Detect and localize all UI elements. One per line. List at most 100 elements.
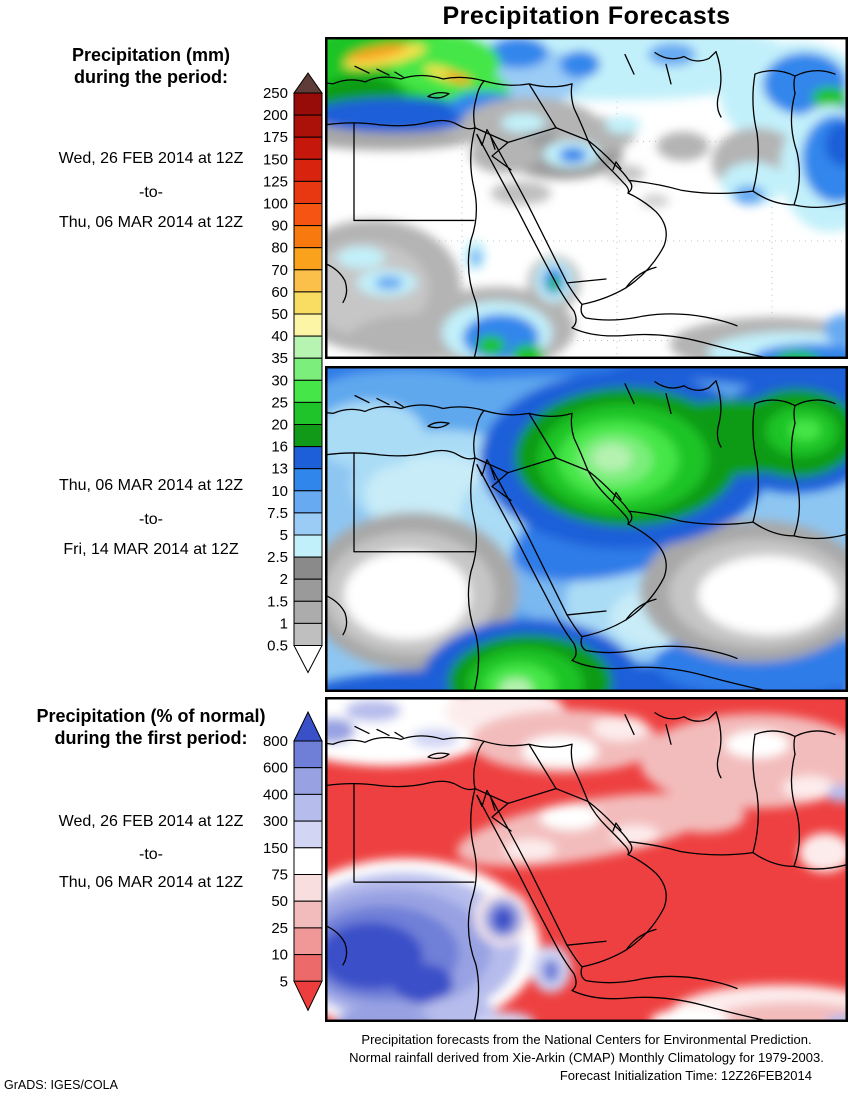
colorbar-cell <box>293 269 323 293</box>
colorbar-cell <box>293 927 323 956</box>
colorbar-tick-label: 5 <box>280 973 288 990</box>
colorbar-tick-label: 60 <box>271 284 288 301</box>
panel2-date-start: Thu, 06 MAR 2014 at 12Z <box>58 477 244 494</box>
colorbar-tick-label: 16 <box>271 439 288 456</box>
colorbar-cell <box>293 512 323 536</box>
colorbar-cell <box>293 357 323 381</box>
colorbar-cell <box>293 247 323 271</box>
colorbar-tick-label: 300 <box>263 813 288 830</box>
colorbar-arrow-down <box>293 980 323 1012</box>
colorbar-cell <box>293 767 323 795</box>
colorbar-cell <box>293 424 323 448</box>
colorbar-tick-label: 600 <box>263 760 288 777</box>
colorbar-tick-label: 800 <box>263 733 288 750</box>
colorbar-tick-label: 13 <box>271 461 288 478</box>
map2-frame <box>325 366 848 692</box>
colorbar-arrow-up <box>293 710 323 742</box>
panel3-date-end: Thu, 06 MAR 2014 at 12Z <box>58 874 244 891</box>
page-title: Precipitation Forecasts <box>442 2 731 30</box>
colorbar-cell <box>293 136 323 160</box>
panel1-date-end: Thu, 06 MAR 2014 at 12Z <box>58 214 244 231</box>
colorbar-tick-label: 10 <box>271 947 288 964</box>
panel1-heading: Precipitation (mm) during the period: <box>5 44 297 88</box>
colorbar-cell <box>293 114 323 138</box>
colorbar-cell <box>293 291 323 315</box>
colorbar-cell <box>293 379 323 403</box>
map-panel-3 <box>325 697 848 1022</box>
footer-line3: Forecast Initialization Time: 12Z26FEB20… <box>559 1068 812 1083</box>
colorbar-tick-label: 35 <box>271 350 288 367</box>
panel2-date-end: Fri, 14 MAR 2014 at 12Z <box>63 541 239 558</box>
colorbar-cell <box>293 225 323 249</box>
colorbar-tick-label: 30 <box>271 372 288 389</box>
colorbar-tick-label: 90 <box>271 218 288 235</box>
colorbar-cell <box>293 847 323 876</box>
panel3-date-separator: -to- <box>139 846 163 863</box>
colorbar-tick-label: 175 <box>263 129 288 146</box>
colorbar-cell <box>293 600 323 624</box>
colorbar-mm: 2502001751501251009080706050403530252016… <box>263 72 323 674</box>
colorbar-tick-label: 40 <box>271 328 288 345</box>
colorbar-cell <box>293 622 323 647</box>
colorbar-tick-label: 5 <box>280 527 288 544</box>
map2-precip-shading <box>325 366 848 692</box>
colorbar-cell <box>293 954 323 982</box>
colorbar-tick-label: 150 <box>263 151 288 168</box>
colorbar-tick-label: 7.5 <box>267 505 288 522</box>
panel1-date-separator: -to- <box>139 184 163 201</box>
colorbar-tick-label: 125 <box>263 173 288 190</box>
colorbar-percent: 800 600 400 300 150 75 50 25 10 5 <box>263 710 323 1012</box>
colorbar-cell <box>293 578 323 602</box>
colorbar-cell <box>293 874 323 902</box>
colorbar-tick-label: 80 <box>271 240 288 257</box>
colorbar-tick-label: 400 <box>263 786 288 803</box>
colorbar-tick-label: 150 <box>263 840 288 857</box>
colorbar-tick-label: 50 <box>271 306 288 323</box>
colorbar-cell <box>293 92 323 116</box>
map1-precip-shading <box>325 37 848 359</box>
colorbar-cell <box>293 556 323 580</box>
colorbar-cell <box>293 180 323 205</box>
colorbar-tick-label: 75 <box>271 867 288 884</box>
colorbar-cell <box>293 335 323 359</box>
colorbar-tick-label: 100 <box>263 196 288 213</box>
panel2-date-separator: -to- <box>139 511 163 528</box>
colorbar-cell <box>293 468 323 492</box>
colorbar-cell <box>293 158 323 182</box>
colorbar-cell <box>293 793 323 822</box>
colorbar-cell <box>293 203 323 227</box>
colorbar-cell <box>293 490 323 514</box>
colorbar-tick-label: 1.5 <box>267 593 288 610</box>
colorbar-cell <box>293 740 323 769</box>
colorbar-tick-label: 70 <box>271 262 288 279</box>
colorbar-cell <box>293 534 323 558</box>
colorbar-cell <box>293 820 323 849</box>
panel1-heading-line1: Precipitation (mm) <box>71 45 231 65</box>
colorbar-cell <box>293 446 323 470</box>
colorbar-cell <box>293 401 323 425</box>
colorbar-tick-label: 200 <box>263 107 288 124</box>
map-panel-2 <box>325 366 848 692</box>
colorbar-arrow-up <box>293 72 323 94</box>
colorbar-cell <box>293 900 323 929</box>
map3-anomaly-shading <box>325 697 848 1022</box>
colorbar-tick-label: 0.5 <box>267 638 288 655</box>
panel3-heading-line2: during the first period: <box>54 728 248 748</box>
colorbar-tick-label: 25 <box>271 394 288 411</box>
panel3-heading-line1: Precipitation (% of normal) <box>36 706 266 726</box>
colorbar-tick-label: 1 <box>280 615 288 632</box>
grads-credit: GrADS: IGES/COLA <box>4 1078 118 1092</box>
footer-caption: Precipitation forecasts from the Nationa… <box>325 1031 848 1085</box>
panel3-date-start: Wed, 26 FEB 2014 at 12Z <box>58 813 244 830</box>
colorbar-cell <box>293 313 323 337</box>
colorbar-tick-label: 2.5 <box>267 549 288 566</box>
panel3-heading: Precipitation (% of normal) during the f… <box>5 705 297 749</box>
colorbar-tick-label: 20 <box>271 417 288 434</box>
colorbar-tick-label: 50 <box>271 893 288 910</box>
map3-frame <box>325 697 848 1022</box>
panel1-heading-line2: during the period: <box>74 67 228 87</box>
colorbar-tick-label: 25 <box>271 920 288 937</box>
colorbar-tick-label: 2 <box>280 571 288 588</box>
colorbar-arrow-down <box>293 645 323 674</box>
